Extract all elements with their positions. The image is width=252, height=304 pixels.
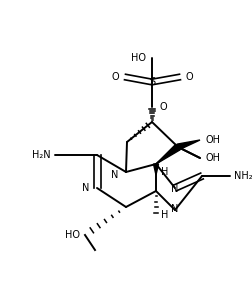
Text: OH: OH [206,135,221,145]
Text: O: O [186,72,194,82]
Text: O: O [111,72,119,82]
Text: OH: OH [206,153,221,163]
Text: O: O [160,102,168,112]
Text: HO: HO [65,230,80,240]
Polygon shape [153,164,159,175]
Text: N: N [171,204,179,214]
Text: N: N [82,183,89,193]
Text: H₂N: H₂N [32,150,51,160]
Text: N: N [111,170,118,180]
Text: H: H [161,167,168,177]
Text: S: S [149,77,155,87]
Text: N: N [171,184,179,194]
Polygon shape [177,140,200,150]
Text: NH₂: NH₂ [234,171,252,181]
Polygon shape [156,144,180,164]
Text: H: H [161,210,168,220]
Text: HO: HO [131,53,146,63]
